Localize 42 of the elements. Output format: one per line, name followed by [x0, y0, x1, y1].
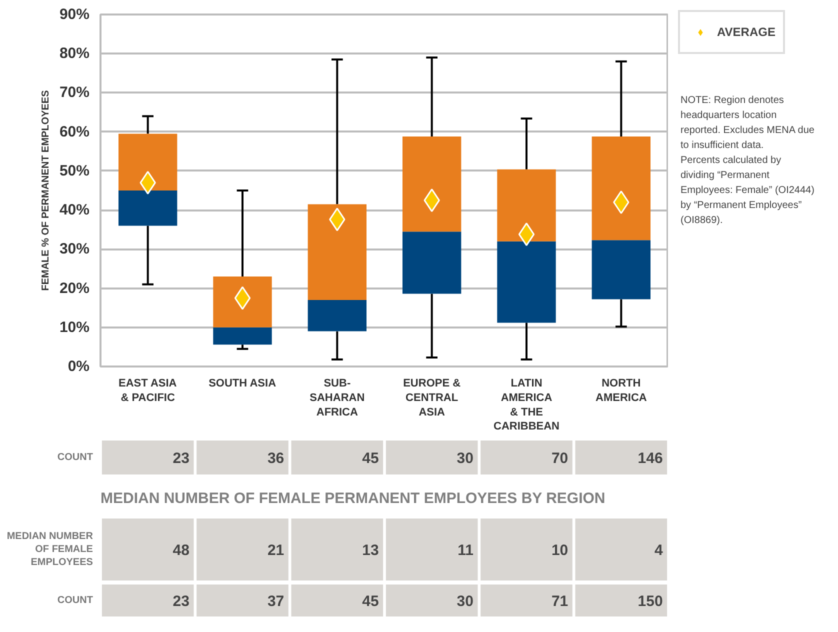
text: 37 [267, 593, 284, 610]
y-tick-label: 70% [59, 84, 90, 102]
y-tick-label: 30% [59, 240, 90, 258]
text: COUNT [57, 452, 93, 463]
y-tick-label: 60% [59, 123, 90, 140]
text: 23 [172, 593, 190, 610]
y-tick-label: 80% [59, 45, 90, 62]
text: COUNT [57, 595, 93, 606]
y-tick-label: 50% [59, 162, 90, 180]
text: 146 [638, 450, 663, 467]
text: 13 [362, 542, 379, 559]
x-tick-label: SOUTH ASIA [208, 378, 276, 390]
text: 45 [362, 450, 379, 467]
x-tick-label: LATIN AMERICA & THE CARIBBEAN [494, 378, 560, 433]
text: NOTE: Region denotes headquarters location reported. Excludes MENA due to insufficient data. Percents calculated by dividing “Permanent Employees: Female” (OI2444) by “Permanent Employees” (OI8869). [680, 95, 814, 226]
x-tick-label: EUROPE & CENTRAL ASIA [403, 378, 461, 418]
y-tick-label: 10% [59, 318, 90, 336]
text: MEDIAN NUMBER OF FEMALE PERMANENT EMPLOYEES BY REGION [100, 490, 606, 507]
y-tick-label: 40% [59, 202, 90, 219]
text: 36 [267, 450, 284, 467]
text: 4 [654, 542, 664, 559]
text: 45 [362, 593, 379, 610]
x-tick-label: EAST ASIA & PACIFIC [118, 378, 177, 404]
text: 30 [456, 593, 474, 610]
y-tick-label: 20% [59, 280, 90, 297]
text: 71 [551, 593, 568, 610]
legend-label: AVERAGE [717, 25, 776, 39]
text: 150 [638, 593, 663, 610]
x-tick-label: SUB- SAHARAN AFRICA [310, 378, 365, 418]
point [518, 222, 535, 246]
text: 11 [458, 542, 474, 559]
text: MEDIAN NUMBER OF FEMALE EMPLOYEES [6, 531, 94, 568]
text: 70 [551, 450, 568, 467]
text: 30 [456, 450, 474, 467]
text: 21 [267, 542, 284, 559]
y-axis-title: FEMALE % OF PERMANENT EMPLOYEES [40, 90, 52, 291]
text: 48 [172, 542, 190, 559]
text: 23 [172, 450, 190, 467]
y-tick-label: 0% [68, 358, 90, 375]
y-tick-label: 90% [59, 6, 90, 23]
text: 10 [551, 542, 568, 559]
x-tick-label: NORTH AMERICA [596, 378, 647, 404]
